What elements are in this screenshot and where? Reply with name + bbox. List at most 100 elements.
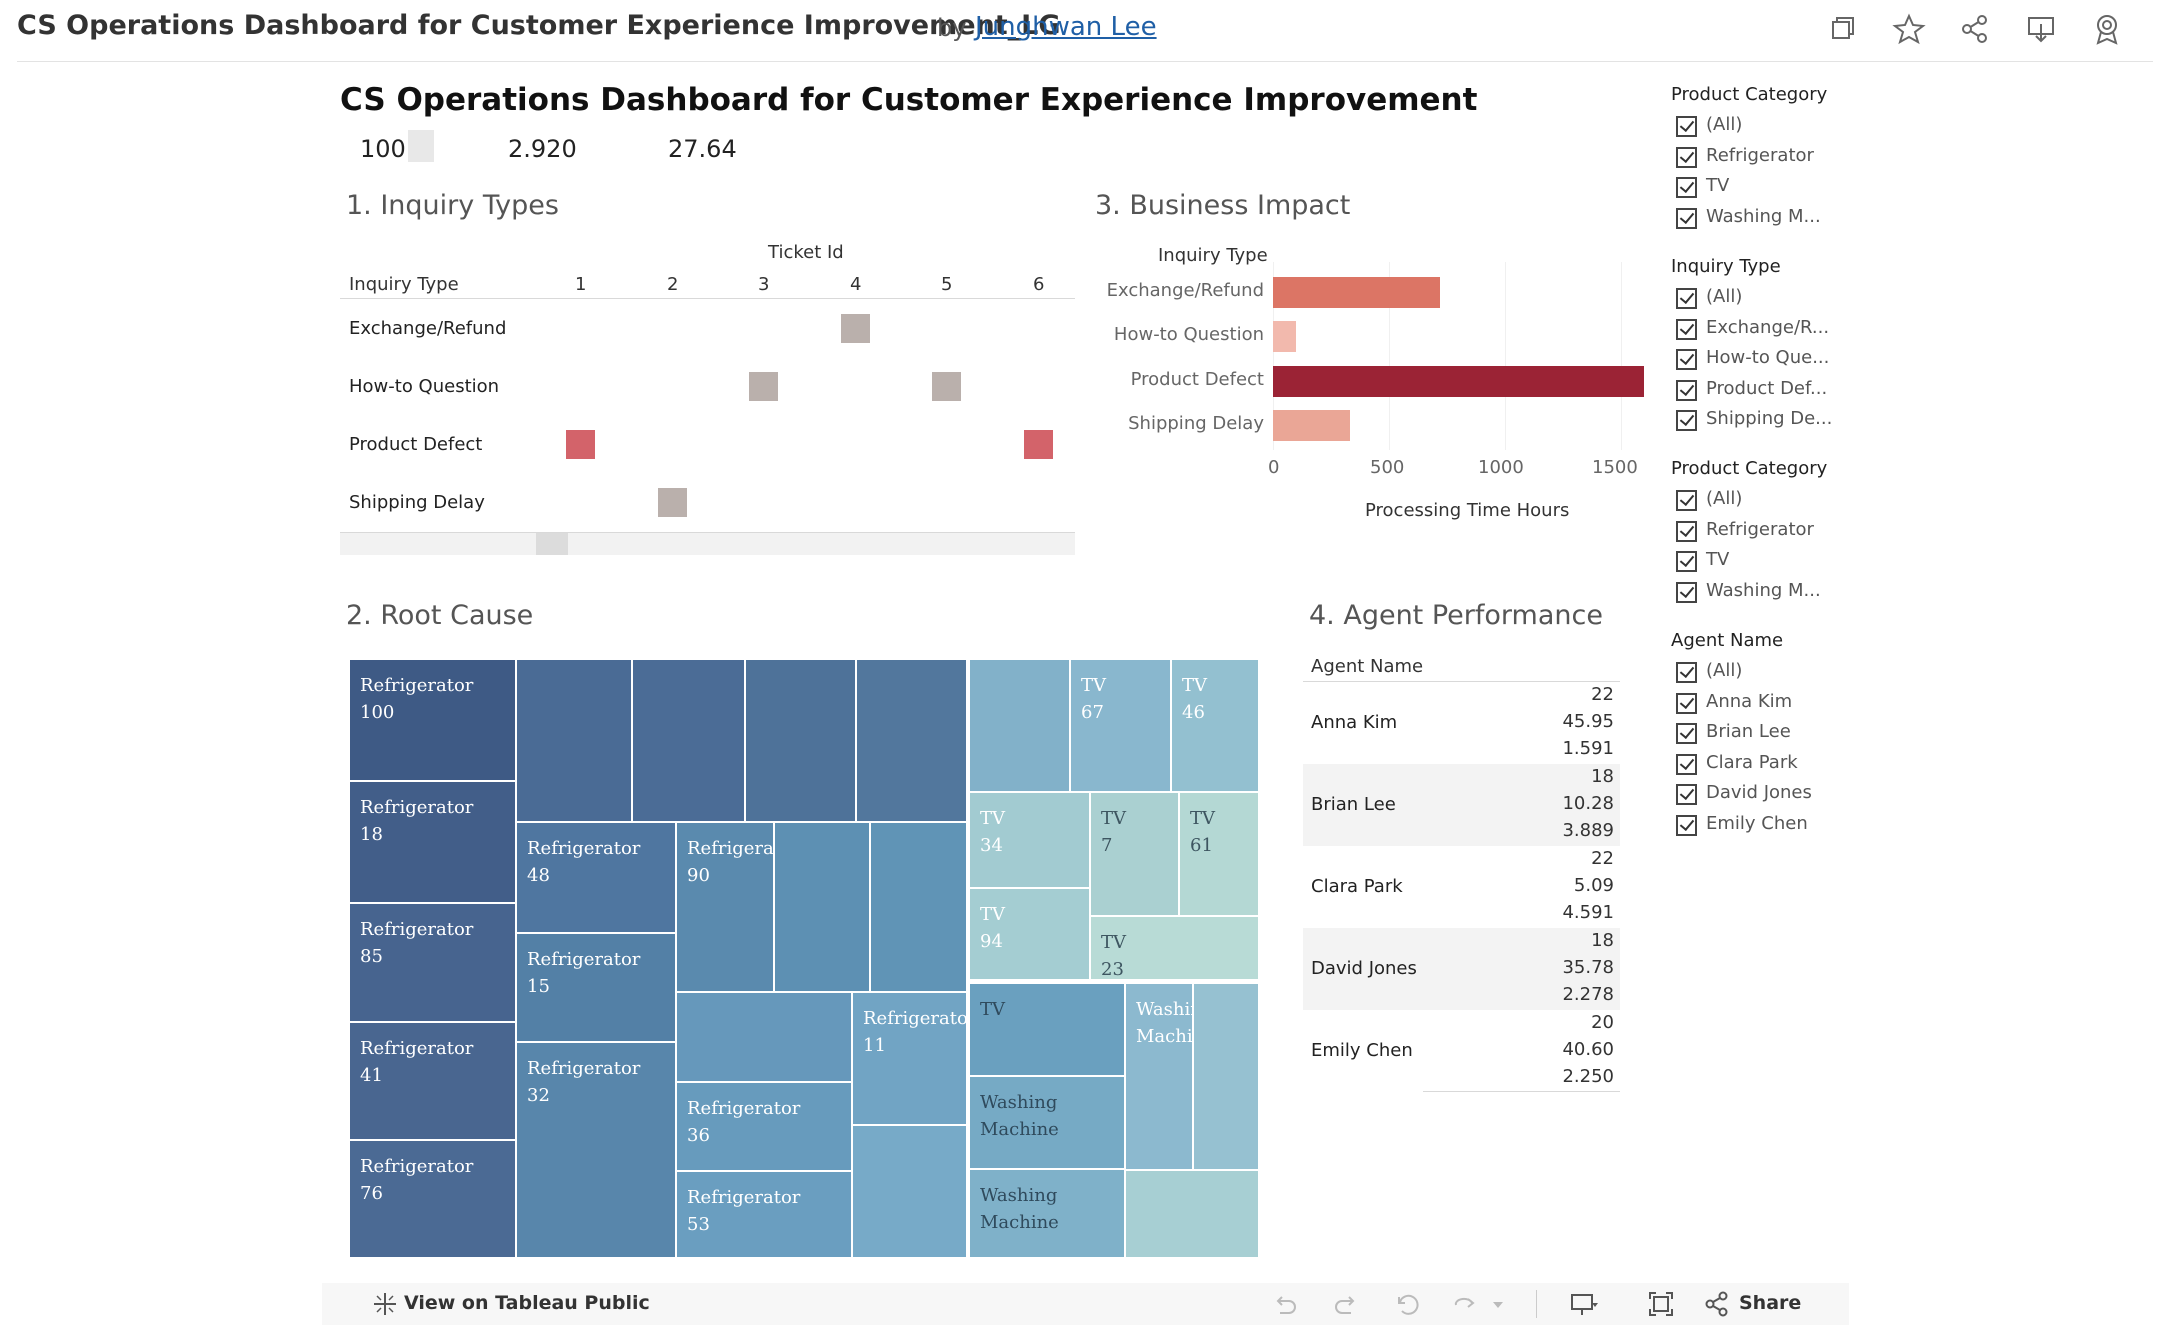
treemap-tile[interactable]: Refrigerator 15 bbox=[516, 933, 676, 1042]
agent-name[interactable]: Anna Kim bbox=[1311, 712, 1398, 733]
treemap-tile[interactable]: TV bbox=[969, 983, 1125, 1076]
agent-name[interactable]: David Jones bbox=[1311, 958, 1417, 979]
checkbox-checked-icon[interactable] bbox=[1676, 581, 1697, 603]
treemap-tile[interactable] bbox=[870, 822, 967, 992]
star-icon[interactable] bbox=[1892, 12, 1926, 46]
undo-icon[interactable] bbox=[1270, 1289, 1300, 1319]
treemap-tile[interactable]: Refrigerator 100 bbox=[349, 659, 516, 781]
checkbox-checked-icon[interactable] bbox=[1676, 410, 1697, 431]
checkbox-checked-icon[interactable] bbox=[1676, 753, 1697, 775]
author-link[interactable]: Junghwan Lee bbox=[975, 12, 1157, 42]
inquiry-mark[interactable] bbox=[658, 488, 687, 517]
chevron-down-icon[interactable] bbox=[1483, 1289, 1513, 1319]
present-icon[interactable] bbox=[1568, 1289, 1598, 1319]
treemap-tile[interactable]: Refrigerator 18 bbox=[349, 781, 516, 903]
treemap-tile[interactable]: TV 34 bbox=[969, 792, 1090, 888]
treemap-tile[interactable]: TV 67 bbox=[1070, 659, 1171, 792]
inquiry-mark[interactable] bbox=[932, 372, 961, 401]
treemap-tile[interactable] bbox=[632, 659, 745, 822]
treemap-tile[interactable] bbox=[745, 659, 856, 822]
bar-shipping-delay[interactable] bbox=[1273, 410, 1350, 441]
treemap-tile-label: Refrigerator bbox=[687, 838, 774, 859]
treemap-tile-value: 32 bbox=[527, 1085, 550, 1106]
treemap-tile-label: Refrigerator bbox=[360, 919, 474, 940]
treemap-tile[interactable] bbox=[774, 822, 870, 992]
copy-icon[interactable] bbox=[1826, 12, 1860, 46]
badge-icon[interactable] bbox=[2090, 12, 2124, 46]
agent-metric-value: 22 bbox=[1591, 848, 1614, 869]
agent-name[interactable]: Clara Park bbox=[1311, 876, 1403, 897]
bar-product-defect[interactable] bbox=[1273, 366, 1644, 397]
checkbox-checked-icon[interactable] bbox=[1676, 349, 1697, 370]
filter-option-label: Washing M... bbox=[1706, 205, 1821, 227]
treemap-tile[interactable]: TV 46 bbox=[1171, 659, 1259, 792]
checkbox-checked-icon[interactable] bbox=[1676, 207, 1697, 229]
treemap-tile[interactable]: Refrigerator 32 bbox=[516, 1042, 676, 1258]
checkbox-checked-icon[interactable] bbox=[1676, 318, 1697, 340]
treemap-tile[interactable]: TV 23 bbox=[1090, 916, 1259, 980]
checkbox-checked-icon[interactable] bbox=[1676, 784, 1697, 805]
treemap-tile[interactable] bbox=[856, 659, 967, 822]
treemap-tile[interactable]: Refrigerator 36 bbox=[676, 1082, 852, 1171]
agent-name[interactable]: Emily Chen bbox=[1311, 1040, 1413, 1061]
checkbox-checked-icon[interactable] bbox=[1676, 662, 1697, 683]
bar-how-to-question[interactable] bbox=[1273, 321, 1296, 352]
checkbox-checked-icon[interactable] bbox=[1676, 692, 1697, 714]
checkbox-checked-icon[interactable] bbox=[1676, 723, 1697, 744]
business-impact-title: 3. Business Impact bbox=[1095, 190, 1351, 221]
treemap-tile[interactable]: Washing Machine bbox=[1125, 983, 1193, 1170]
inquiry-mark[interactable] bbox=[1024, 430, 1053, 459]
agent-name[interactable]: Brian Lee bbox=[1311, 794, 1396, 815]
view-on-tableau-public-link[interactable]: View on Tableau Public bbox=[404, 1292, 650, 1314]
checkbox-checked-icon[interactable] bbox=[1676, 551, 1697, 572]
treemap-tile-value: 48 bbox=[527, 865, 550, 886]
bar-exchange-refund[interactable] bbox=[1273, 277, 1440, 308]
header-divider bbox=[1303, 681, 1620, 682]
inquiry-mark[interactable] bbox=[749, 372, 778, 401]
treemap-tile[interactable] bbox=[1125, 1170, 1259, 1258]
treemap-tile[interactable]: Refrigerator 41 bbox=[349, 1022, 516, 1140]
share-icon[interactable] bbox=[1958, 12, 1992, 46]
kpi-value: 27.64 bbox=[668, 135, 737, 163]
checkbox-checked-icon[interactable] bbox=[1676, 116, 1697, 137]
filter-title: Agent Name bbox=[1671, 630, 1784, 651]
treemap-tile[interactable] bbox=[516, 659, 632, 822]
redo-icon[interactable] bbox=[1331, 1289, 1361, 1319]
checkbox-checked-icon[interactable] bbox=[1676, 146, 1697, 168]
share-button[interactable]: Share bbox=[1739, 1292, 1802, 1314]
agent-metric-value: 18 bbox=[1591, 766, 1614, 787]
checkbox-checked-icon[interactable] bbox=[1676, 177, 1697, 198]
treemap-tile[interactable]: Refrigerator 85 bbox=[349, 903, 516, 1022]
treemap-tile-value: 34 bbox=[980, 835, 1003, 856]
share-icon[interactable] bbox=[1702, 1289, 1732, 1319]
treemap-tile-value: 15 bbox=[527, 976, 550, 997]
treemap-tile[interactable] bbox=[969, 659, 1070, 792]
treemap-tile[interactable]: Refrigerator 90 bbox=[676, 822, 774, 992]
treemap-tile[interactable]: TV 94 bbox=[969, 888, 1090, 980]
agent-metric-value: 45.95 bbox=[1562, 711, 1614, 732]
checkbox-checked-icon[interactable] bbox=[1676, 490, 1697, 511]
horizontal-scrollbar[interactable] bbox=[340, 533, 1075, 555]
checkbox-checked-icon[interactable] bbox=[1676, 814, 1697, 836]
treemap-tile[interactable] bbox=[676, 992, 852, 1082]
checkbox-checked-icon[interactable] bbox=[1676, 288, 1697, 309]
treemap-tile[interactable]: Refrigerator 76 bbox=[349, 1140, 516, 1258]
inquiry-mark[interactable] bbox=[841, 314, 870, 343]
checkbox-checked-icon[interactable] bbox=[1676, 520, 1697, 542]
scrollbar-thumb[interactable] bbox=[536, 533, 568, 555]
treemap-tile[interactable] bbox=[852, 1125, 967, 1258]
treemap-tile[interactable]: TV 7 bbox=[1090, 792, 1179, 916]
fullscreen-icon[interactable] bbox=[1646, 1289, 1676, 1319]
treemap-tile[interactable]: Refrigerator 53 bbox=[676, 1171, 852, 1258]
treemap-tile[interactable]: Refrigerator 48 bbox=[516, 822, 676, 933]
download-icon[interactable] bbox=[2024, 12, 2058, 46]
treemap-tile[interactable]: Washing Machine bbox=[969, 1169, 1125, 1258]
treemap-tile[interactable]: Washing Machine bbox=[969, 1076, 1125, 1169]
treemap-tile[interactable] bbox=[1193, 983, 1259, 1170]
treemap-tile[interactable]: Refrigerator 11 bbox=[852, 992, 967, 1125]
treemap-tile[interactable]: TV 61 bbox=[1179, 792, 1259, 916]
inquiry-mark[interactable] bbox=[566, 430, 595, 459]
revert-icon[interactable] bbox=[1393, 1289, 1423, 1319]
checkbox-checked-icon[interactable] bbox=[1676, 379, 1697, 401]
refresh-icon[interactable] bbox=[1450, 1289, 1480, 1319]
